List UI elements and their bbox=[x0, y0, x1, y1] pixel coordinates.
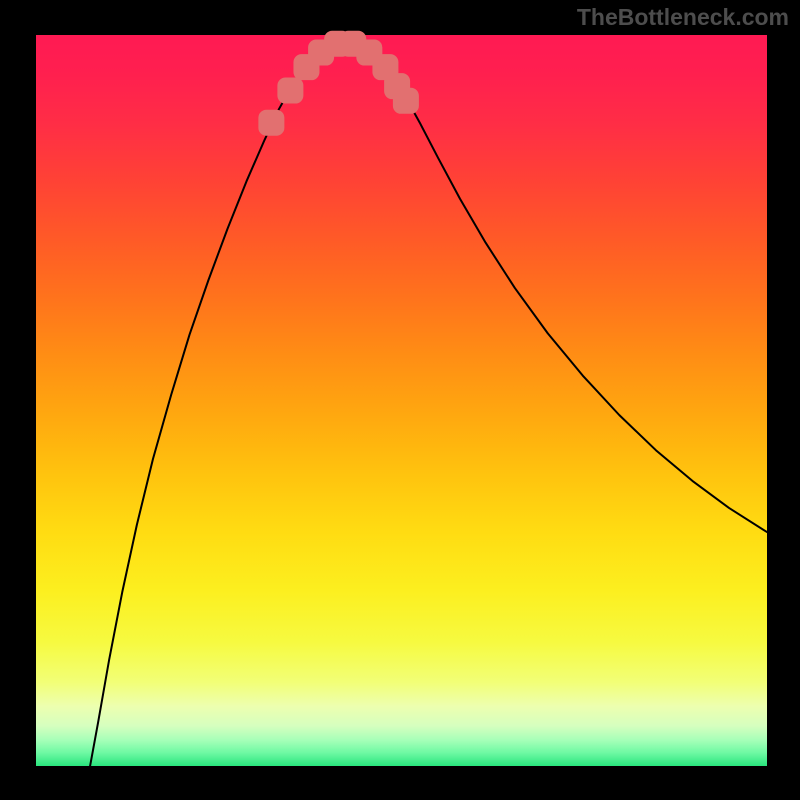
bottom-marker bbox=[258, 110, 284, 136]
plot-background bbox=[36, 35, 767, 766]
watermark-text: TheBottleneck.com bbox=[577, 4, 789, 31]
bottleneck-chart bbox=[0, 0, 800, 800]
bottom-marker bbox=[393, 88, 419, 114]
bottom-marker bbox=[277, 78, 303, 104]
